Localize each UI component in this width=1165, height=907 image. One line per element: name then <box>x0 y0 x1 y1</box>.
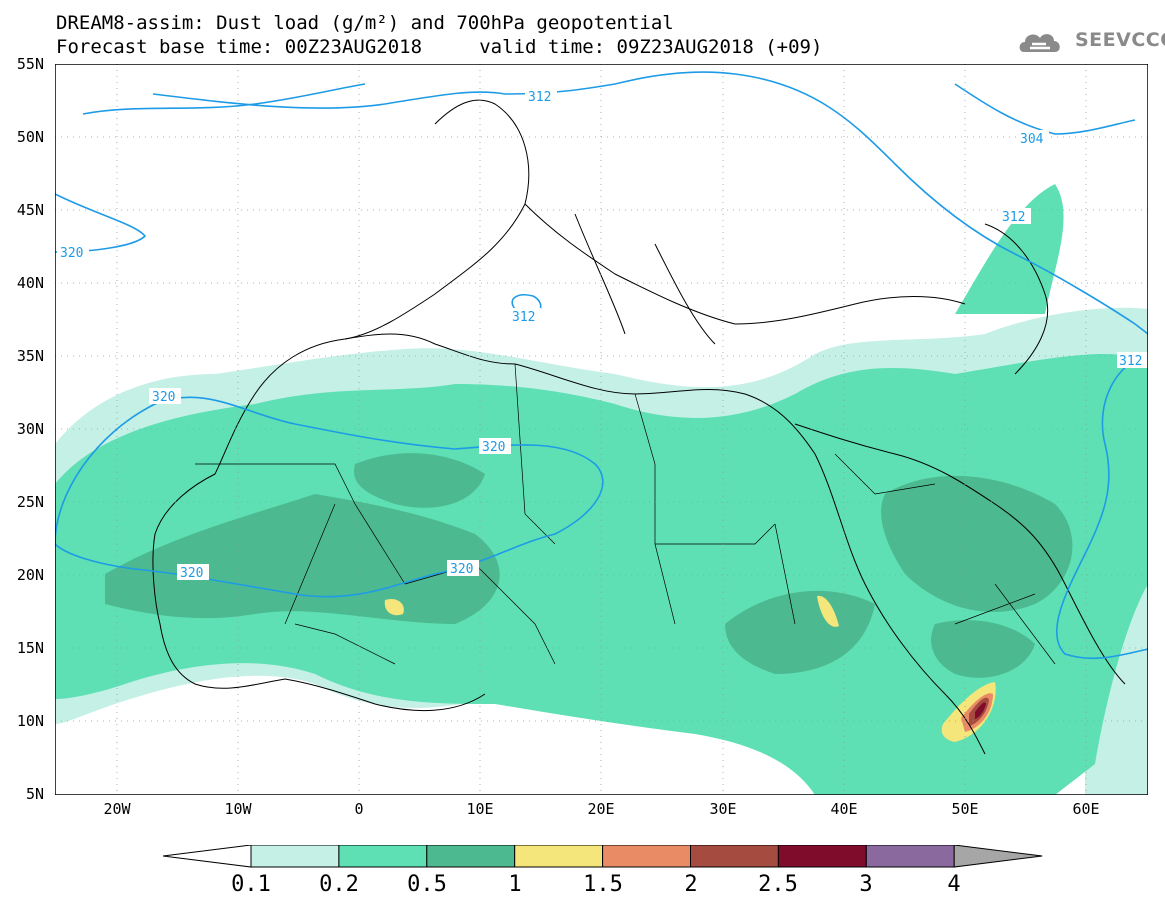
colorbar-label: 3 <box>859 872 873 897</box>
contour-label: 312 <box>1002 210 1025 225</box>
contour-label: 304 <box>1020 132 1044 147</box>
colorbar-label: 2 <box>684 872 698 897</box>
contour-label: 312 <box>512 310 535 325</box>
contour-label: 312 <box>528 90 551 105</box>
colorbar-swatch <box>690 845 779 868</box>
lat-label: 15N <box>16 639 44 657</box>
colorbar-label: 0.1 <box>231 872 271 897</box>
colorbar-swatch <box>865 845 955 868</box>
contour-label: 320 <box>450 562 473 577</box>
lat-label: 20N <box>16 566 44 584</box>
lon-label: 30E <box>709 800 737 818</box>
colorbar-swatch <box>602 845 692 868</box>
colorbar-under-arrow <box>163 845 252 868</box>
dust-map: 312 304 312 320 312 320 320 320 320 312 <box>55 64 1148 795</box>
colorbar-label: 0.2 <box>319 872 359 897</box>
map-title: DREAM8-assim: Dust load (g/m²) and 700hP… <box>56 12 674 34</box>
contour-label: 320 <box>482 440 505 455</box>
colorbar-label: 2.5 <box>758 872 798 897</box>
lat-label: 25N <box>16 493 44 511</box>
lon-label: 0 <box>354 800 364 818</box>
colorbar-label: 1 <box>508 872 522 897</box>
contour-label: 312 <box>1119 354 1142 369</box>
colorbar-label: 0.5 <box>407 872 447 897</box>
lon-label: 20E <box>587 800 615 818</box>
colorbar-swatch <box>514 845 604 868</box>
lat-label: 10N <box>16 712 44 730</box>
lon-label: 50E <box>951 800 979 818</box>
coastlines <box>152 99 1126 755</box>
map-subtitle: Forecast base time: 00Z23AUG2018 valid t… <box>56 36 823 58</box>
colorbar-swatch <box>250 845 340 868</box>
lat-label: 40N <box>16 274 44 292</box>
lat-label: 35N <box>16 347 44 365</box>
lat-label: 5N <box>25 785 44 803</box>
colorbar-label: 4 <box>947 872 961 897</box>
lat-label: 30N <box>16 420 44 438</box>
lat-label: 50N <box>16 128 44 146</box>
cloud-logo-icon <box>1019 34 1060 52</box>
colorbar-swatch <box>777 845 867 868</box>
geopotential-contours <box>55 71 1148 660</box>
colorbar <box>163 845 1043 868</box>
borders <box>195 363 1056 665</box>
lon-label: 10W <box>224 800 252 818</box>
lon-label: 60E <box>1072 800 1100 818</box>
lat-label: 45N <box>16 201 44 219</box>
colorbar-label: 1.5 <box>583 872 623 897</box>
contour-label: 320 <box>152 390 175 405</box>
logo-text: SEEVCCC <box>1075 29 1165 51</box>
gridlines <box>55 64 1148 795</box>
contour-label: 320 <box>180 566 203 581</box>
lon-label: 10E <box>466 800 494 818</box>
lat-label: 55N <box>16 55 44 73</box>
lon-label: 20W <box>103 800 131 818</box>
contour-label: 320 <box>60 246 83 261</box>
colorbar-swatch <box>338 845 428 868</box>
lon-label: 40E <box>830 800 858 818</box>
colorbar-over-arrow <box>953 845 1043 868</box>
colorbar-swatch <box>426 845 516 868</box>
contour-labels: 312 304 312 320 312 320 320 320 320 312 <box>57 88 1148 581</box>
